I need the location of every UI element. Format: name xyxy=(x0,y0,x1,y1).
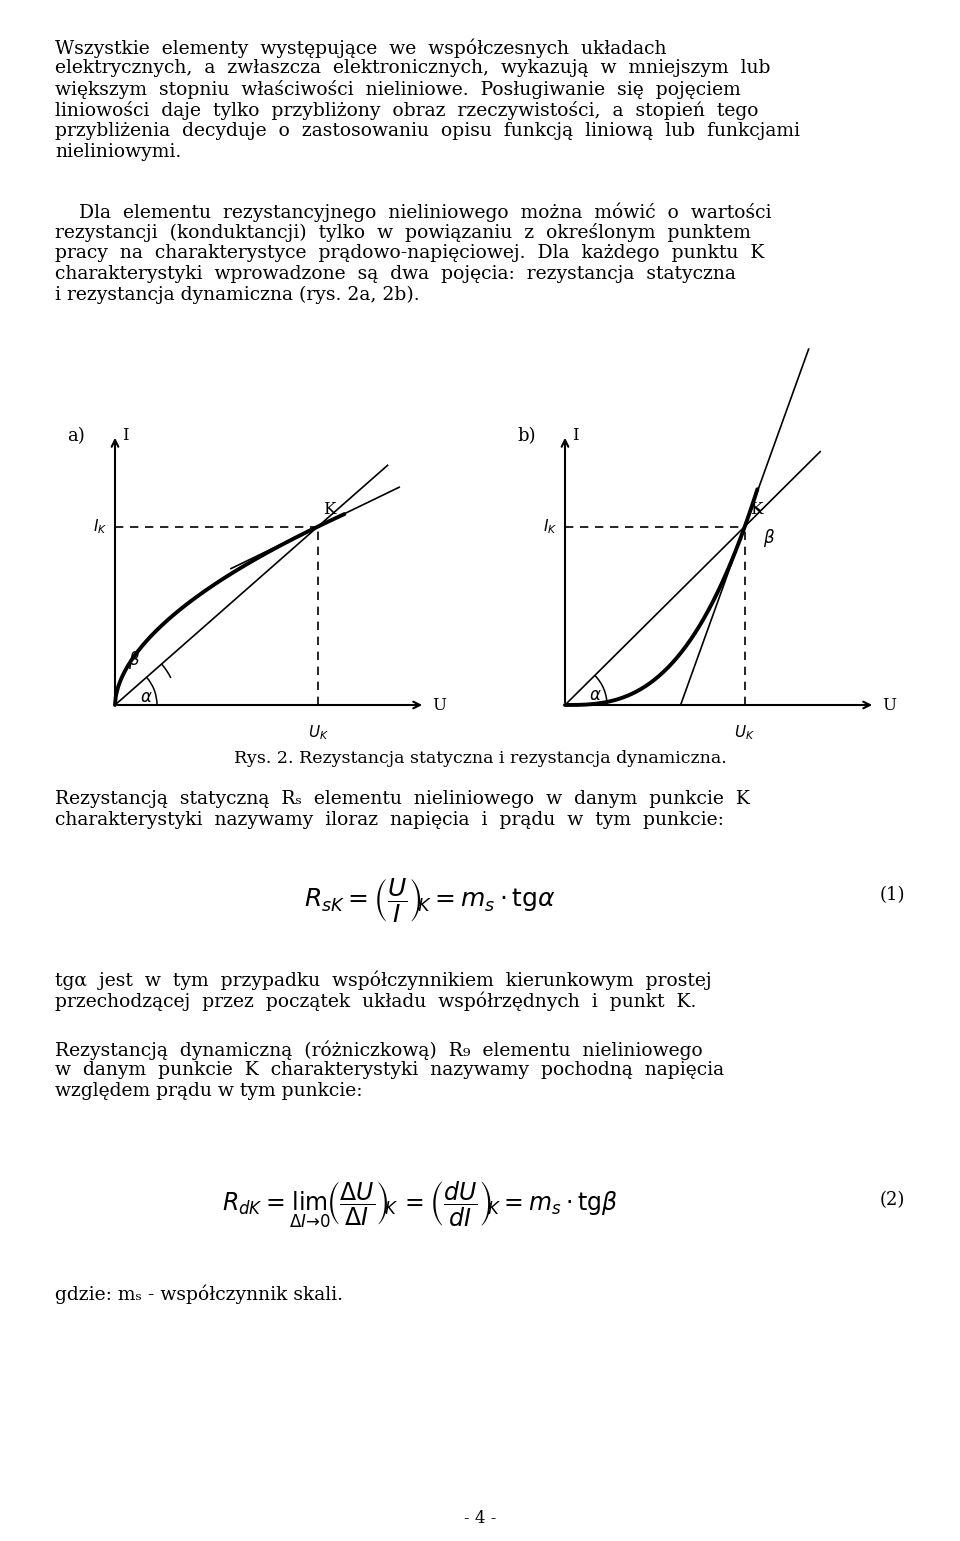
Text: K: K xyxy=(323,501,335,518)
Text: przybliżenia  decyduje  o  zastosowaniu  opisu  funkcją  liniową  lub  funkcjami: przybliżenia decyduje o zastosowaniu opi… xyxy=(55,122,800,140)
Text: $U_K$: $U_K$ xyxy=(734,723,756,741)
Text: $\alpha$: $\alpha$ xyxy=(140,689,153,706)
Text: $R_{sK} = \left(\dfrac{U}{I}\right)_{\!\!K} = m_s \cdot \mathrm{tg}\alpha$: $R_{sK} = \left(\dfrac{U}{I}\right)_{\!\… xyxy=(304,875,556,925)
Text: - 4 -: - 4 - xyxy=(464,1510,496,1527)
Text: U: U xyxy=(432,697,446,713)
Text: charakterystyki  wprowadzone  są  dwa  pojęcia:  rezystancja  statyczna: charakterystyki wprowadzone są dwa pojęc… xyxy=(55,265,736,284)
Text: Dla  elementu  rezystancyjnego  nieliniowego  można  mówić  o  wartości: Dla elementu rezystancyjnego nielinioweg… xyxy=(55,202,772,222)
Text: Rezystancją  statyczną  Rₛ  elementu  nieliniowego  w  danym  punkcie  K: Rezystancją statyczną Rₛ elementu nielin… xyxy=(55,791,750,807)
Text: $\alpha$: $\alpha$ xyxy=(588,687,602,704)
Text: Rys. 2. Rezystancja statyczna i rezystancja dynamiczna.: Rys. 2. Rezystancja statyczna i rezystan… xyxy=(233,750,727,767)
Text: b): b) xyxy=(517,427,536,445)
Text: $\beta$: $\beta$ xyxy=(763,527,775,549)
Text: elektrycznych,  a  zwłaszcza  elektronicznych,  wykazują  w  mniejszym  lub: elektrycznych, a zwłaszcza elektroniczny… xyxy=(55,59,771,77)
Text: nieliniowymi.: nieliniowymi. xyxy=(55,143,181,160)
Text: liniowości  daje  tylko  przybliżony  obraz  rzeczywistości,  a  stopień  tego: liniowości daje tylko przybliżony obraz … xyxy=(55,102,758,120)
Text: Rezystancją  dynamiczną  (różniczkową)  R₉  elementu  nieliniowego: Rezystancją dynamiczną (różniczkową) R₉ … xyxy=(55,1040,703,1060)
Text: tgα  jest  w  tym  przypadku  współczynnikiem  kierunkowym  prostej: tgα jest w tym przypadku współczynnikiem… xyxy=(55,969,711,989)
Text: względem prądu w tym punkcie:: względem prądu w tym punkcie: xyxy=(55,1082,363,1100)
Text: gdzie: mₛ - współczynnik skali.: gdzie: mₛ - współczynnik skali. xyxy=(55,1285,343,1305)
Text: $I_K$: $I_K$ xyxy=(542,518,557,536)
Text: $\beta$: $\beta$ xyxy=(128,649,139,672)
Text: charakterystyki  nazywamy  iloraz  napięcia  i  prądu  w  tym  punkcie:: charakterystyki nazywamy iloraz napięcia… xyxy=(55,811,724,829)
Text: U: U xyxy=(882,697,896,713)
Text: w  danym  punkcie  K  charakterystyki  nazywamy  pochodną  napięcia: w danym punkcie K charakterystyki nazywa… xyxy=(55,1062,724,1079)
Text: i rezystancja dynamiczna (rys. 2a, 2b).: i rezystancja dynamiczna (rys. 2a, 2b). xyxy=(55,287,420,304)
Text: $I_K$: $I_K$ xyxy=(93,518,107,536)
Text: większym  stopniu  właściwości  nieliniowe.  Posługiwanie  się  pojęciem: większym stopniu właściwości nieliniowe.… xyxy=(55,80,741,99)
Text: I: I xyxy=(572,427,579,444)
Text: przechodzącej  przez  początek  układu  współrzędnych  i  punkt  K.: przechodzącej przez początek układu wspó… xyxy=(55,991,696,1011)
Text: $U_K$: $U_K$ xyxy=(307,723,328,741)
Text: $R_{dK} = \lim_{\Delta I \to 0}\!\left(\dfrac{\Delta U}{\Delta I}\right)_{\!\!K}: $R_{dK} = \lim_{\Delta I \to 0}\!\left(\… xyxy=(222,1180,618,1230)
Text: Wszystkie  elementy  występujące  we  współczesnych  układach: Wszystkie elementy występujące we współc… xyxy=(55,39,666,57)
Text: (1): (1) xyxy=(879,886,905,905)
Text: (2): (2) xyxy=(879,1191,905,1210)
Text: I: I xyxy=(122,427,129,444)
Text: rezystancji  (konduktancji)  tylko  w  powiązaniu  z  określonym  punktem: rezystancji (konduktancji) tylko w powią… xyxy=(55,223,751,242)
Text: K: K xyxy=(750,501,762,518)
Text: a): a) xyxy=(67,427,84,445)
Text: pracy  na  charakterystyce  prądowo-napięciowej.  Dla  każdego  punktu  K: pracy na charakterystyce prądowo-napięci… xyxy=(55,243,764,262)
